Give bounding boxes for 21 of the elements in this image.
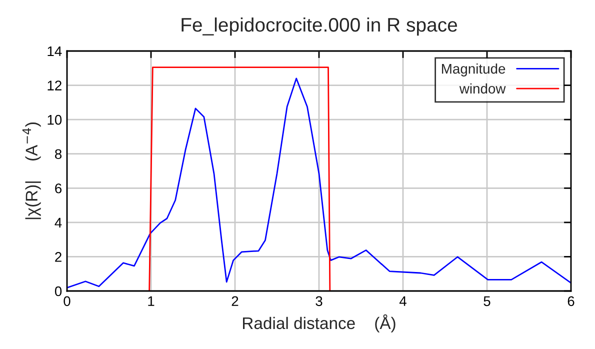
x-tick-label: 0: [64, 296, 70, 306]
chart-title: Fe_lepidocrocite.000 in R space: [182, 17, 458, 36]
x-tick-label: 4: [399, 296, 406, 306]
x-tick-label: 3: [316, 296, 322, 306]
x-axis-title: Radial distance (Å): [243, 314, 396, 332]
x-tick-label: 5: [484, 296, 490, 306]
x-tick-label: 2: [232, 296, 238, 306]
legend-label: window: [459, 83, 506, 94]
y-tick-label: 10: [48, 114, 62, 125]
y-tick-label: 14: [48, 46, 62, 56]
y-tick-label: 12: [48, 80, 62, 90]
y-tick-label: 4: [54, 218, 62, 228]
legend-label: Magnitude: [442, 64, 506, 76]
y-tick-label: 8: [55, 149, 62, 160]
x-tick-label: 6: [568, 296, 574, 306]
y-tick-label: 2: [55, 252, 62, 262]
x-tick-label: 1: [148, 296, 154, 306]
y-axis-title: |χ(R)| (A$^{−4}$): [22, 122, 41, 220]
y-tick-label: 0: [54, 286, 62, 296]
line-series: [67, 78, 571, 288]
y-tick-label: 6: [55, 183, 62, 194]
